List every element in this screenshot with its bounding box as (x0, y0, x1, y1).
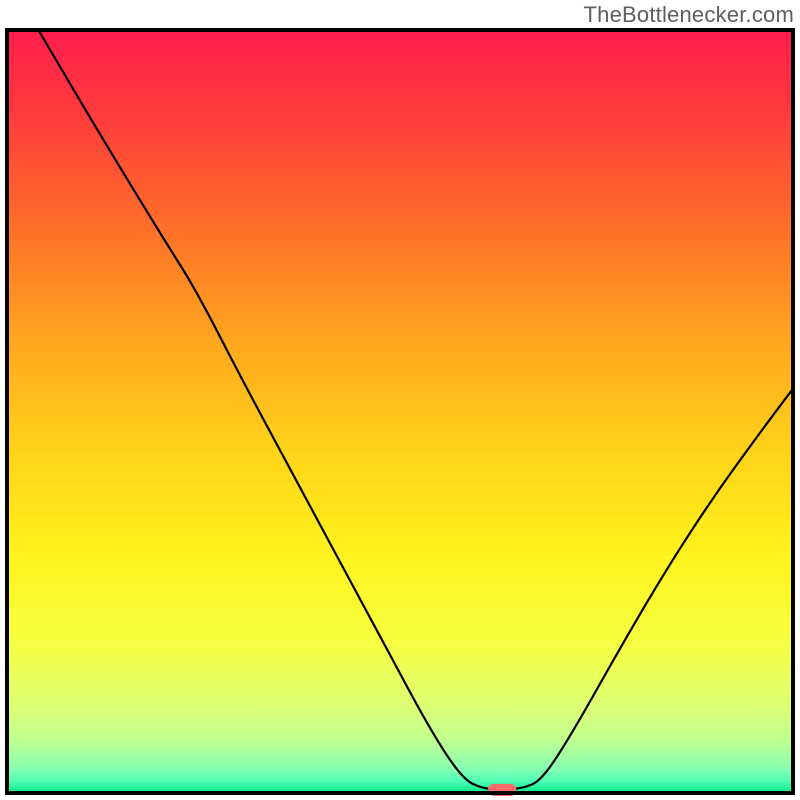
watermark-text: TheBottlenecker.com (584, 2, 794, 28)
chart-container: TheBottlenecker.com (0, 0, 800, 800)
bottleneck-curve-chart (0, 0, 800, 800)
gradient-background (7, 30, 793, 793)
